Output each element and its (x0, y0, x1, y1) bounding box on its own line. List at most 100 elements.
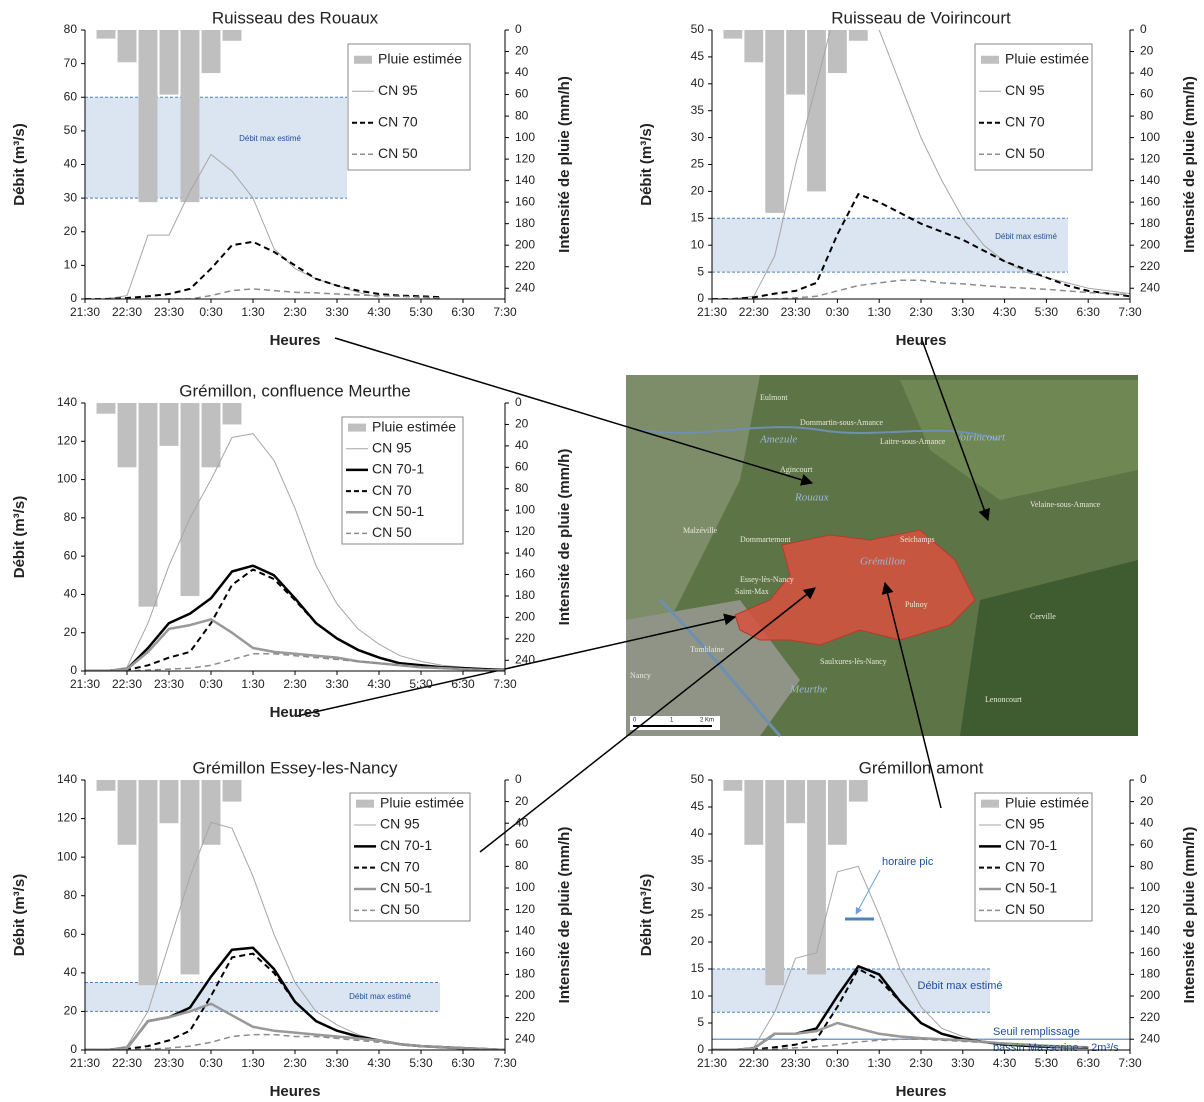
plot-area (85, 403, 505, 671)
plot-area (85, 30, 443, 299)
threshold-label: Seuil remplissage (993, 1026, 1080, 1038)
rain-bar (848, 30, 868, 41)
y2-axis-label: Intensité de pluie (mm/h) (1181, 827, 1198, 1004)
rain-bar (765, 30, 785, 213)
legend-swatch (348, 423, 366, 432)
y-tick-label: 40 (691, 76, 705, 90)
arrow (296, 613, 737, 717)
y-tick-label: 40 (64, 157, 78, 171)
map-label: Grémillon (860, 556, 906, 568)
map-label: Saint-Max (735, 587, 769, 596)
y-axis-label: Débit (m³/s) (11, 874, 28, 957)
y2-tick-label: 0 (1140, 22, 1147, 36)
y2-tick-label: 180 (515, 967, 535, 981)
x-tick-label: 22:30 (112, 677, 142, 691)
map-scale-label: 0 (633, 718, 637, 724)
rain-bar (159, 30, 179, 95)
legend-label: Pluie estimée (1005, 50, 1089, 66)
arrow (334, 337, 814, 486)
x-tick-label: 4:30 (367, 305, 391, 319)
y2-tick-label: 20 (515, 417, 529, 431)
y2-tick-label: 100 (515, 502, 535, 516)
map-label: Voirincourt (955, 432, 1006, 444)
flow-line (85, 653, 505, 671)
rain-bar (138, 403, 158, 607)
y-tick-label: 35 (691, 103, 705, 117)
y-tick-label: 0 (70, 291, 77, 305)
y-tick-label: 40 (691, 826, 705, 840)
rain-bar (786, 780, 806, 824)
rain-bar (96, 780, 116, 791)
y-tick-label: 120 (57, 811, 77, 825)
y-tick-label: 0 (697, 291, 704, 305)
y-tick-label: 35 (691, 853, 705, 867)
x-tick-label: 5:30 (409, 1056, 433, 1070)
y-tick-label: 25 (691, 157, 705, 171)
map-label: Saulxures-lès-Nancy (820, 657, 887, 666)
x-tick-label: 6:30 (1077, 305, 1101, 319)
x-tick-label: 5:30 (1035, 305, 1059, 319)
flow-line (712, 968, 1089, 1050)
map-label: Cerville (1030, 612, 1056, 621)
y2-tick-label: 60 (1140, 87, 1154, 101)
rain-bar (723, 780, 743, 791)
y-tick-label: 40 (64, 587, 78, 601)
map-label: Pulnoy (905, 600, 928, 609)
y2-tick-label: 200 (515, 610, 535, 624)
y-axis-label: Débit (m³/s) (11, 123, 28, 206)
rain-bar (117, 30, 137, 63)
y-tick-label: 80 (64, 510, 78, 524)
legend-label: CN 70 (378, 113, 418, 129)
x-tick-label: 7:30 (1118, 1056, 1142, 1070)
x-axis-label: Heures (896, 1083, 947, 1100)
legend-label: CN 50 (1005, 901, 1045, 917)
y2-tick-label: 200 (1140, 237, 1160, 251)
y2-tick-label: 0 (515, 772, 522, 786)
x-tick-label: 5:30 (409, 677, 433, 691)
x-tick-label: 4:30 (367, 1056, 391, 1070)
flow-line (85, 1033, 505, 1050)
map-label: Laitre-sous-Amance (880, 437, 946, 446)
y2-tick-label: 20 (1140, 44, 1154, 58)
x-tick-label: 3:30 (325, 305, 349, 319)
map-label: Tomblaine (690, 645, 725, 654)
x-tick-label: 5:30 (409, 305, 433, 319)
y2-tick-label: 100 (1140, 130, 1160, 144)
y2-tick-label: 220 (1140, 259, 1160, 273)
legend-label: CN 50-1 (380, 880, 432, 896)
y2-tick-label: 120 (515, 524, 535, 538)
y2-tick-label: 180 (1140, 967, 1160, 981)
rain-bar (807, 30, 826, 192)
rain-bar (159, 403, 179, 446)
legend-swatch (981, 799, 999, 808)
flow-line (712, 193, 1130, 299)
y2-tick-label: 140 (515, 545, 535, 559)
legend-label: CN 50-1 (1005, 880, 1057, 896)
rain-bar (786, 30, 806, 95)
y-tick-label: 20 (691, 184, 705, 198)
map-label: Malzéville (683, 526, 718, 535)
y2-tick-label: 180 (1140, 216, 1160, 230)
y-tick-label: 60 (64, 89, 78, 103)
y-tick-label: 0 (70, 663, 77, 677)
x-tick-label: 22:30 (739, 305, 769, 319)
legend-label: CN 70-1 (380, 837, 432, 853)
x-tick-label: 4:30 (367, 677, 391, 691)
y2-tick-label: 140 (515, 923, 535, 937)
x-tick-label: 0:30 (826, 305, 850, 319)
x-tick-label: 3:30 (951, 305, 975, 319)
y2-tick-label: 80 (515, 108, 529, 122)
y2-tick-label: 40 (515, 815, 529, 829)
rain-bar (117, 403, 137, 468)
x-tick-label: 2:30 (283, 1056, 307, 1070)
legend-box (341, 416, 464, 545)
chart: Débit max estimé 0 10 20 30 40 50 60 70 80 0 20 40 60… (11, 8, 573, 348)
x-tick-label: 21:30 (70, 1056, 100, 1070)
rain-bar (117, 780, 137, 845)
y-axis-label: Débit (m³/s) (11, 496, 28, 579)
rain-bar (138, 780, 158, 986)
chart-title: Ruisseau de Voirincourt (831, 8, 1011, 27)
rain-bar (222, 30, 242, 41)
y2-tick-label: 240 (515, 280, 535, 294)
chart: Débit max estimé 0 20 40 60 80 100 120 140 0 20 40 6… (11, 758, 573, 1099)
